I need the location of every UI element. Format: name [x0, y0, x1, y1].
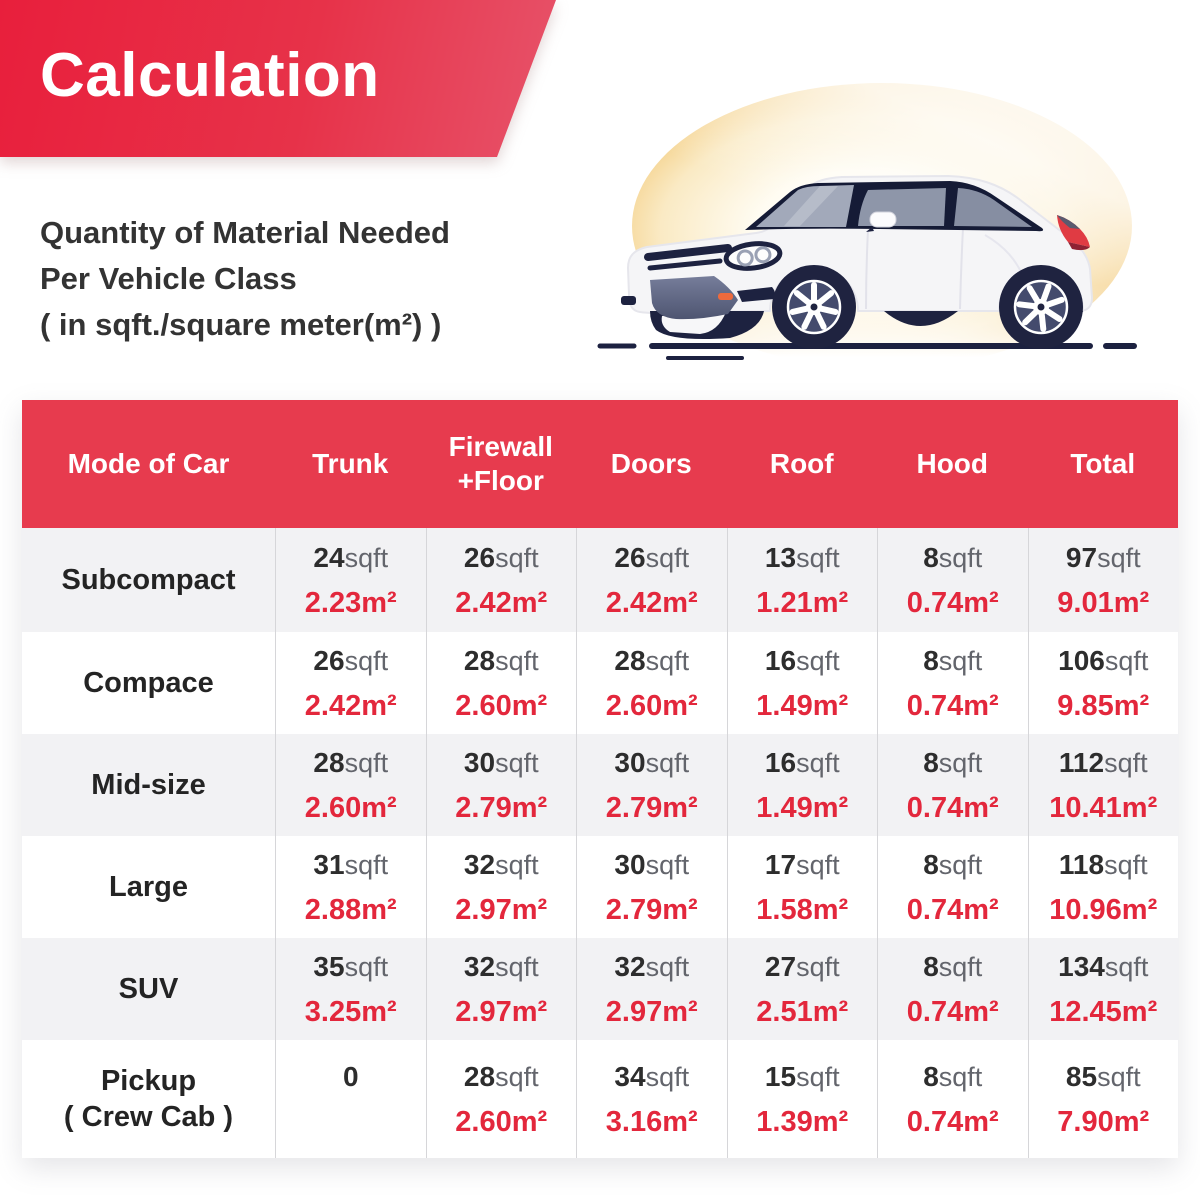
column-header-hood: Hood: [916, 448, 989, 479]
table-row-compace: Compace 26sqft 2.42m² 28sqft 2.60m² 28sqft…: [22, 632, 1178, 734]
table-cell: 118sqft 10.96m²: [1027, 836, 1179, 938]
table-cell: 31sqft 2.88m²: [275, 836, 426, 938]
table-cell: 112sqft 10.41m²: [1027, 734, 1179, 836]
table-cell: 8sqft 0.74m²: [877, 528, 1028, 632]
banner-shape: Calculation: [0, 0, 556, 157]
table-header-row: Mode of Car Trunk Firewall +Floor Doors …: [22, 400, 1178, 528]
fog-light: [718, 287, 776, 302]
table-row-large: Large 31sqft 2.88m² 32sqft 2.97m² 30sqft 2.…: [22, 836, 1178, 938]
table-cell: 0: [275, 1040, 426, 1158]
table-cell: 34sqft 3.16m²: [576, 1040, 727, 1158]
table-cell: 16sqft 1.49m²: [726, 632, 878, 734]
table-cell: 134sqft 12.45m²: [1027, 938, 1179, 1040]
table-cell: 27sqft 2.51m²: [726, 938, 878, 1040]
table-cell: 28sqft 2.60m²: [275, 734, 426, 836]
row-label: Pickup ( Crew Cab ): [63, 1065, 234, 1133]
table-cell: 32sqft 2.97m²: [425, 938, 577, 1040]
table-row-mid-size: Mid-size 28sqft 2.60m² 30sqft 2.79m² 30sqf…: [22, 734, 1178, 836]
table-cell: 26sqft 2.42m²: [425, 528, 577, 632]
intro-line-2: Per Vehicle Class: [40, 261, 297, 296]
table-cell: 106sqft 9.85m²: [1027, 632, 1179, 734]
table-cell: 13sqft 1.21m²: [726, 528, 878, 632]
intro-line-1: Quantity of Material Needed: [40, 215, 450, 250]
table-cell: 28sqft 2.60m²: [576, 632, 727, 734]
table-cell: 8sqft 0.74m²: [877, 734, 1028, 836]
column-header-roof: Roof: [769, 448, 834, 479]
table-row-pickup-crew-cab: Pickup ( Crew Cab ) 0 28sqft 2.60m² 34sqf…: [22, 1040, 1178, 1158]
car-illustration: [580, 70, 1140, 370]
rear-wheel: [999, 265, 1083, 349]
table-cell: 8sqft 0.74m²: [877, 632, 1028, 734]
banner: Calculation: [0, 0, 556, 157]
taillight: [1057, 215, 1090, 251]
front-wheel: [772, 265, 856, 349]
table-cell: 24sqft 2.23m²: [275, 528, 426, 632]
headlight: [723, 241, 783, 271]
column-header-total: Total: [1070, 448, 1136, 479]
intro-line-3: ( in sqft./square meter(m²) ): [40, 307, 442, 342]
table-cell: 16sqft 1.49m²: [726, 734, 878, 836]
table-cell: 17sqft 1.58m²: [726, 836, 878, 938]
table-cell: 32sqft 2.97m²: [425, 836, 577, 938]
table-cell: 30sqft 2.79m²: [576, 734, 727, 836]
table-cell: 28sqft 2.60m²: [425, 1040, 577, 1158]
table-cell: 30sqft 2.79m²: [425, 734, 577, 836]
material-table: Mode of Car Trunk Firewall +Floor Doors …: [22, 400, 1178, 1158]
table-cell: 26sqft 2.42m²: [275, 632, 426, 734]
table-row-suv: SUV 35sqft 3.25m² 32sqft 2.97m² 32sqft 2.97…: [22, 938, 1178, 1040]
table-row-subcompact: Subcompact 24sqft 2.23m² 26sqft 2.42m² 26s…: [22, 528, 1178, 632]
table-cell: 97sqft 9.01m²: [1027, 528, 1179, 632]
table-cell: 15sqft 1.39m²: [726, 1040, 878, 1158]
table-cell: 26sqft 2.42m²: [576, 528, 727, 632]
table-cell: 8sqft 0.74m²: [877, 836, 1028, 938]
car-illustration-svg: [580, 70, 1140, 370]
ground-lines: [597, 343, 1137, 360]
row-label: Subcompact: [61, 564, 236, 596]
column-header-doors: Doors: [610, 448, 692, 479]
car-grille: [644, 244, 732, 271]
row-label: Compace: [83, 667, 214, 699]
column-header-trunk: Trunk: [312, 448, 389, 479]
table-cell: 35sqft 3.25m²: [275, 938, 426, 1040]
row-label: Large: [109, 871, 188, 903]
table-cell: 32sqft 2.97m²: [576, 938, 727, 1040]
row-label: Mid-size: [91, 769, 206, 801]
column-header-firewall-floor: Firewall +Floor: [448, 431, 553, 496]
row-label: SUV: [118, 973, 179, 1005]
table-cell: 8sqft 0.74m²: [877, 938, 1028, 1040]
table-cell: 30sqft 2.79m²: [576, 836, 727, 938]
car-windows: [745, 181, 1044, 232]
column-header-mode-of-car: Mode of Car: [67, 448, 230, 479]
intro-text: Quantity of Material Needed Per Vehicle …: [40, 210, 600, 348]
page-title: Calculation: [40, 41, 380, 110]
table-cell: 28sqft 2.60m²: [425, 632, 577, 734]
table-cell: 8sqft 0.74m²: [877, 1040, 1028, 1158]
side-mirror: [866, 211, 897, 232]
table-cell: 85sqft 7.90m²: [1027, 1040, 1179, 1158]
